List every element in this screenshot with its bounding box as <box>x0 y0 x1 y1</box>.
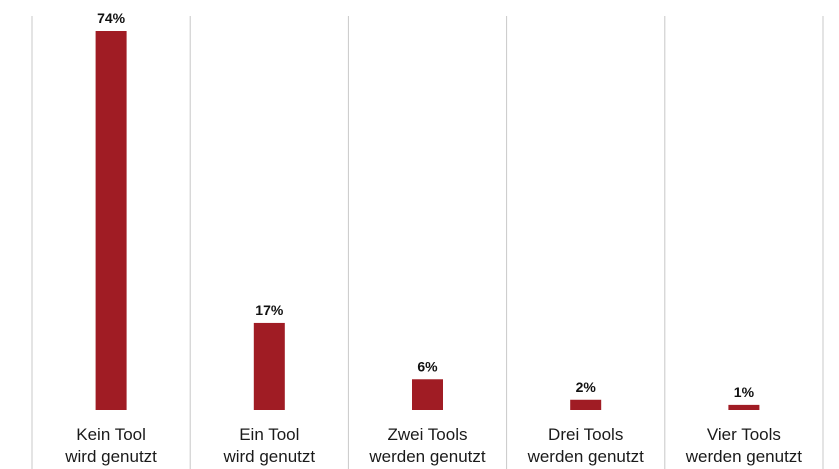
category-label: wird genutzt <box>64 447 157 466</box>
category-label: werden genutzt <box>527 447 645 466</box>
category-label: werden genutzt <box>368 447 486 466</box>
bars <box>95 31 760 410</box>
category-label: Kein Tool <box>76 425 146 444</box>
category-label: wird genutzt <box>222 447 315 466</box>
value-labels: 74% 17% 6% 2% 1% <box>97 10 754 400</box>
category-label: Ein Tool <box>239 425 299 444</box>
bar <box>412 379 443 410</box>
category-label: Vier Tools <box>707 425 781 444</box>
category-label: Drei Tools <box>548 425 623 444</box>
bar <box>253 322 285 410</box>
value-label: 1% <box>734 384 755 400</box>
value-label: 2% <box>576 379 597 395</box>
bar <box>570 399 602 410</box>
bar <box>728 404 760 410</box>
value-label: 6% <box>417 358 438 374</box>
category-labels: Kein Tool wird genutzt Ein Tool wird genutz… <box>64 425 802 466</box>
value-label: 74% <box>97 10 126 26</box>
category-label: werden genutzt <box>685 447 803 466</box>
value-label: 17% <box>255 302 284 318</box>
category-separators <box>31 16 824 469</box>
category-label: Zwei Tools <box>388 425 468 444</box>
bar <box>95 31 127 410</box>
